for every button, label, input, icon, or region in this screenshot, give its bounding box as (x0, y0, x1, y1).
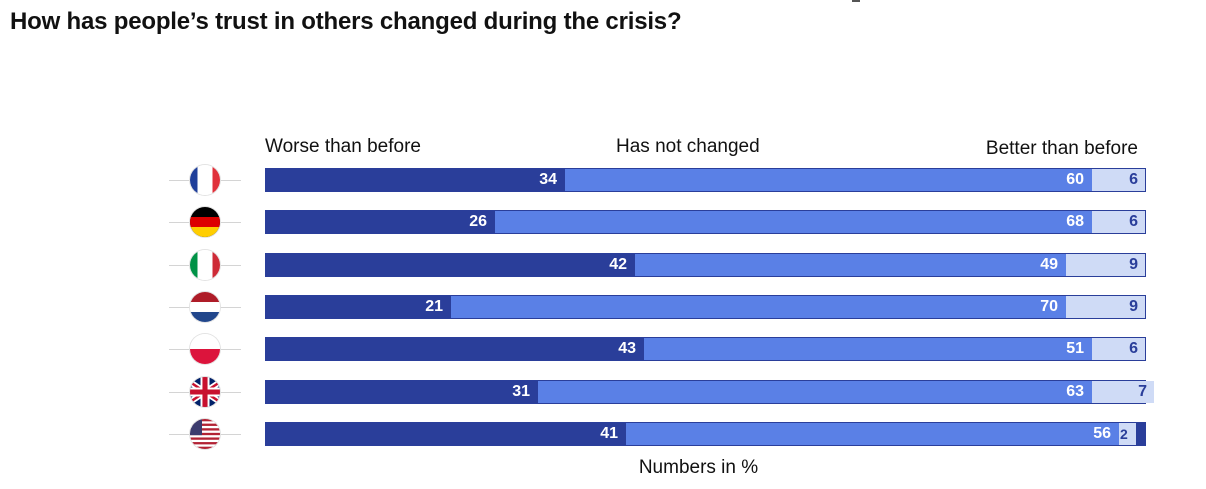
data-label-worse: 26 (469, 213, 487, 230)
usa-flag-icon (190, 419, 220, 449)
stacked-bar: 42 49 9 (265, 253, 1146, 277)
data-label-better: 6 (1129, 213, 1138, 230)
bar-segment-unchanged: 60 (565, 169, 1092, 191)
bar-segment-worse: 31 (266, 381, 538, 403)
data-label-unchanged: 60 (1066, 171, 1084, 188)
data-label-better: 6 (1129, 340, 1138, 357)
data-label-better: 2 (1120, 426, 1128, 442)
bar-segment-better: 6 (1092, 169, 1145, 191)
legend-better-than-before: Better than before (985, 138, 1138, 159)
bar-segment-unchanged: 70 (451, 296, 1066, 318)
data-label-unchanged: 63 (1066, 383, 1084, 400)
data-label-worse: 21 (425, 298, 443, 315)
bar-segment-better: 6 (1092, 338, 1145, 360)
bar-segment-better: 7 (1092, 381, 1154, 403)
data-label-unchanged: 51 (1066, 340, 1084, 357)
stacked-bar: 31 63 7 (265, 380, 1154, 404)
bar-segment-unchanged: 51 (644, 338, 1092, 360)
data-label-worse: 41 (600, 425, 618, 442)
data-label-better: 6 (1129, 171, 1138, 188)
netherlands-flag-icon (190, 292, 220, 322)
bar-segment-better: 9 (1066, 254, 1145, 276)
data-label-worse: 34 (539, 171, 557, 188)
data-label-better: 9 (1129, 298, 1138, 315)
poland-flag-icon (190, 334, 220, 364)
bar-segment-unchanged: 63 (538, 381, 1092, 403)
bar-segment-better: 6 (1092, 211, 1145, 233)
chart-title: How has people’s trust in others changed… (10, 8, 682, 35)
bar-segment-better: 9 (1066, 296, 1145, 318)
stacked-bar: 26 68 6 (265, 210, 1146, 234)
germany-flag-icon (190, 207, 220, 237)
stacked-bar: 34 60 6 (265, 168, 1146, 192)
legend-has-not-changed: Has not changed (616, 136, 760, 157)
bar-segment-worse: 26 (266, 211, 495, 233)
bar-segment-worse: 43 (266, 338, 644, 360)
stacked-bar: 21 70 9 (265, 295, 1146, 319)
bar-segment-better: 2 (1119, 423, 1136, 445)
data-label-worse: 43 (618, 340, 636, 357)
bar-segment-worse: 42 (266, 254, 635, 276)
france-flag-icon (190, 165, 220, 195)
data-label-better: 9 (1129, 256, 1138, 273)
italy-flag-icon (190, 250, 220, 280)
bar-segment-unchanged: 56 (626, 423, 1119, 445)
stacked-bar: 41 56 2 (265, 422, 1146, 446)
top-edge-mark (852, 0, 860, 2)
uk-flag-icon (190, 377, 220, 407)
legend-worse-than-before: Worse than before (265, 136, 421, 157)
bar-segment-worse: 21 (266, 296, 451, 318)
bar-segment-unchanged: 68 (495, 211, 1092, 233)
data-label-unchanged: 70 (1040, 298, 1058, 315)
stacked-bar: 43 51 6 (265, 337, 1146, 361)
data-label-unchanged: 56 (1093, 425, 1111, 442)
bar-segment-unchanged: 49 (635, 254, 1066, 276)
data-label-worse: 31 (512, 383, 530, 400)
data-label-unchanged: 49 (1040, 256, 1058, 273)
data-label-worse: 42 (609, 256, 627, 273)
data-label-better: 7 (1138, 383, 1147, 400)
bar-segment-worse: 41 (266, 423, 626, 445)
bar-segment-worse: 34 (266, 169, 565, 191)
units-footnote: Numbers in % (638, 457, 759, 478)
data-label-unchanged: 68 (1066, 213, 1084, 230)
